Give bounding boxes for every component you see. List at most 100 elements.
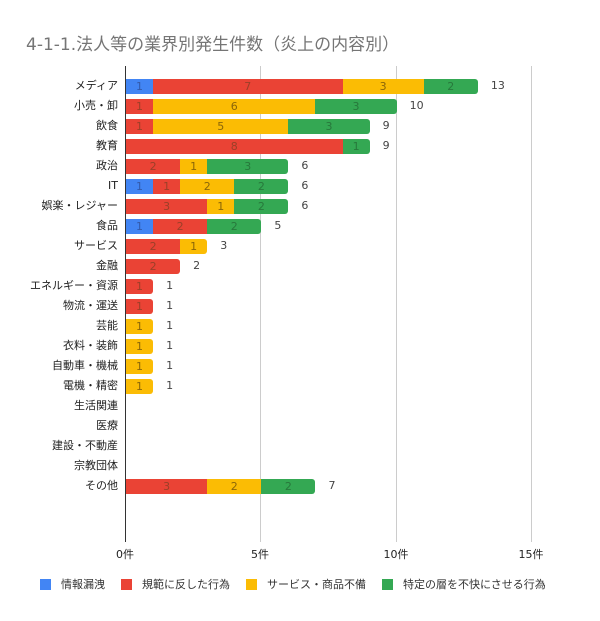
x-tick-label: 10件 <box>383 548 409 561</box>
legend-swatch-icon <box>382 578 393 590</box>
legend-item[interactable]: 特定の層を不快にさせる行為 <box>382 576 546 592</box>
category-label: その他 <box>85 479 118 492</box>
category-label: 食品 <box>96 219 118 232</box>
bar-segment[interactable]: 2 <box>126 238 181 254</box>
category-label: エネルギー・資源 <box>30 279 118 292</box>
bar-segment[interactable]: 1 <box>207 198 235 214</box>
total-label: 1 <box>166 339 174 352</box>
bar-segment[interactable]: 2 <box>153 218 208 234</box>
category-label: 電機・精密 <box>63 379 118 392</box>
category-label: 教育 <box>96 139 118 152</box>
legend-item[interactable]: サービス・商品不備 <box>246 576 366 592</box>
stacked-bar[interactable]: 1 <box>126 338 154 354</box>
stacked-bar[interactable]: 2 <box>126 258 181 274</box>
total-label: 5 <box>274 219 282 232</box>
category-label: 芸能 <box>96 319 118 332</box>
legend-item[interactable]: 情報漏洩 <box>40 576 105 592</box>
bar-segment[interactable]: 2 <box>261 478 316 494</box>
bar-segment[interactable]: 1 <box>126 378 154 394</box>
bar-segment[interactable]: 7 <box>153 78 343 94</box>
category-label: 物流・運送 <box>63 299 118 312</box>
bar-segment[interactable]: 2 <box>126 158 181 174</box>
legend-label: 規範に反した行為 <box>142 578 230 591</box>
x-tick-label: 5件 <box>251 548 269 561</box>
bar-segment[interactable]: 1 <box>153 178 181 194</box>
bar-segment[interactable]: 1 <box>126 178 154 194</box>
bar-segment[interactable]: 8 <box>126 138 343 154</box>
stacked-bar[interactable]: 1 <box>126 278 154 294</box>
stacked-bar[interactable]: 1 <box>126 298 154 314</box>
bar-segment[interactable]: 6 <box>153 98 316 114</box>
bar-segment[interactable]: 3 <box>342 78 424 94</box>
bar-segment[interactable]: 2 <box>126 258 181 274</box>
bar-segment[interactable]: 2 <box>207 478 262 494</box>
gridline-5 <box>260 66 261 542</box>
bar-segment[interactable]: 1 <box>126 278 154 294</box>
bar-segment[interactable]: 1 <box>126 218 154 234</box>
category-label: 建設・不動産 <box>52 439 118 452</box>
gridline-15 <box>531 66 532 542</box>
legend: 情報漏洩 規範に反した行為 サービス・商品不備 特定の層を不快にさせる行為 <box>40 576 546 592</box>
bar-segment[interactable]: 3 <box>315 98 397 114</box>
bar-segment[interactable]: 2 <box>234 178 289 194</box>
bar-segment[interactable]: 1 <box>342 138 370 154</box>
bar-segment[interactable]: 3 <box>207 158 289 174</box>
total-label: 6 <box>301 159 309 172</box>
total-label: 1 <box>166 279 174 292</box>
total-label: 1 <box>166 359 174 372</box>
category-label: 衣料・装飾 <box>63 339 118 352</box>
x-tick-label: 15件 <box>518 548 544 561</box>
bar-segment[interactable]: 1 <box>126 98 154 114</box>
category-label: メディア <box>74 79 118 92</box>
category-label: 娯楽・レジャー <box>41 199 118 212</box>
stacked-bar[interactable]: 1 <box>126 318 154 334</box>
bar-segment[interactable]: 1 <box>126 298 154 314</box>
category-label: サービス <box>74 239 118 252</box>
category-label: 医療 <box>96 419 118 432</box>
category-label: 自動車・機械 <box>52 359 118 372</box>
bar-segment[interactable]: 2 <box>423 78 478 94</box>
bar-segment[interactable]: 1 <box>126 318 154 334</box>
bar-segment[interactable]: 1 <box>126 338 154 354</box>
bar-segment[interactable]: 1 <box>180 238 208 254</box>
legend-swatch-icon <box>40 578 51 590</box>
gridline-10 <box>396 66 397 542</box>
stacked-bar[interactable]: 1 <box>126 378 154 394</box>
bar-segment[interactable]: 1 <box>180 158 208 174</box>
total-label: 2 <box>193 259 201 272</box>
bar-segment[interactable]: 1 <box>126 78 154 94</box>
legend-label: 情報漏洩 <box>61 578 105 591</box>
stacked-bar[interactable]: 1 <box>126 358 154 374</box>
legend-label: 特定の層を不快にさせる行為 <box>403 578 546 591</box>
bar-segment[interactable]: 3 <box>288 118 370 134</box>
bar-segment[interactable]: 2 <box>180 178 235 194</box>
bar-segment[interactable]: 2 <box>234 198 289 214</box>
bar-segment[interactable]: 1 <box>126 118 154 134</box>
bar-segment[interactable]: 1 <box>126 358 154 374</box>
category-label: 小売・卸 <box>74 99 118 112</box>
total-label: 1 <box>166 299 174 312</box>
total-label: 1 <box>166 379 174 392</box>
total-label: 10 <box>409 99 424 112</box>
legend-item[interactable]: 規範に反した行為 <box>121 576 230 592</box>
total-label: 6 <box>301 179 309 192</box>
bar-segment[interactable]: 2 <box>207 218 262 234</box>
bar-segment[interactable]: 3 <box>126 478 208 494</box>
total-label: 6 <box>301 199 309 212</box>
total-label: 9 <box>382 119 390 132</box>
total-label: 1 <box>166 319 174 332</box>
bar-segment[interactable]: 3 <box>126 198 208 214</box>
category-label: 生活関連 <box>74 399 118 412</box>
bar-segment[interactable]: 5 <box>153 118 289 134</box>
category-label: 政治 <box>96 159 118 172</box>
